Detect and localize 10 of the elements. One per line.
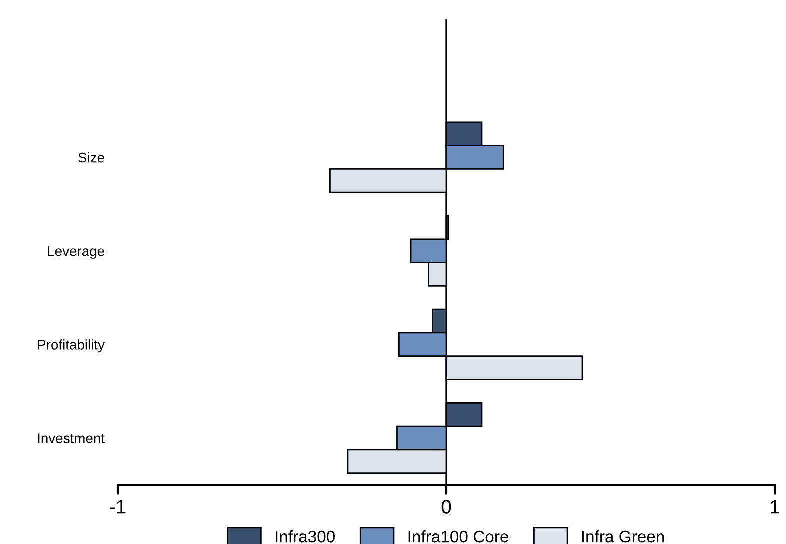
y-tick-label: Profitability [38, 340, 105, 353]
legend-label: Infra300 [276, 530, 335, 543]
legend-label: Infra Green [582, 530, 664, 543]
y-tick-label: Size [78, 152, 104, 163]
x-tick-label: 1 [771, 500, 780, 514]
y-tick-label: Investment [38, 434, 105, 444]
x-tick-label: 0 [442, 500, 452, 514]
y-tick-label: Leverage [48, 246, 104, 260]
legend-label: Infra100 Core [408, 530, 508, 543]
x-tick-label: -1 [110, 500, 126, 514]
